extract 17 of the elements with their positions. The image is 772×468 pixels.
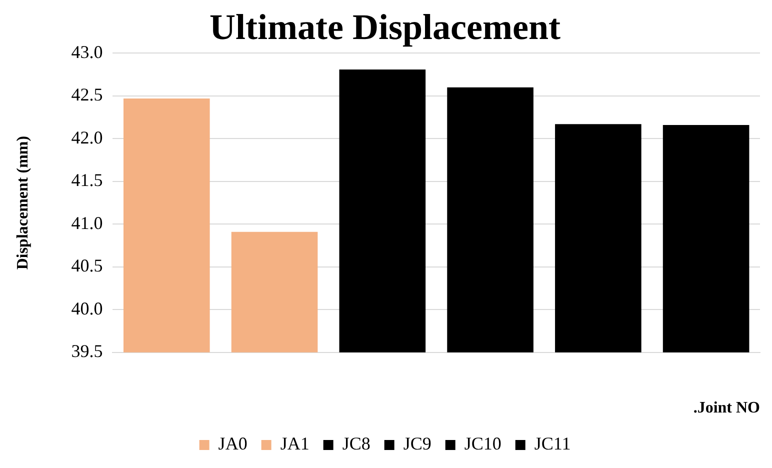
y-tick-label: 41.5	[71, 170, 103, 190]
legend-label: JA0	[218, 434, 248, 454]
y-tick-label: 42.0	[71, 127, 103, 148]
legend-label: JC8	[342, 434, 370, 454]
y-tick-label: 42.5	[71, 84, 103, 105]
y-tick-label: 40.0	[71, 298, 103, 318]
legend-label: JA1	[280, 434, 310, 454]
y-tick-label: 43.0	[71, 42, 103, 62]
legend-label: JC9	[403, 434, 432, 454]
y-tick-label: 41.0	[71, 212, 103, 233]
legend-label: JC11	[534, 434, 571, 454]
chart-title: Ultimate Displacement	[210, 6, 560, 47]
y-axis-title: Displacement (mm)	[14, 136, 32, 270]
y-tick-label: 40.5	[71, 256, 103, 276]
x-axis-title: .Joint NO	[693, 400, 760, 417]
legend-label: JC10	[464, 434, 502, 454]
y-tick-label: 39.5	[71, 341, 103, 362]
